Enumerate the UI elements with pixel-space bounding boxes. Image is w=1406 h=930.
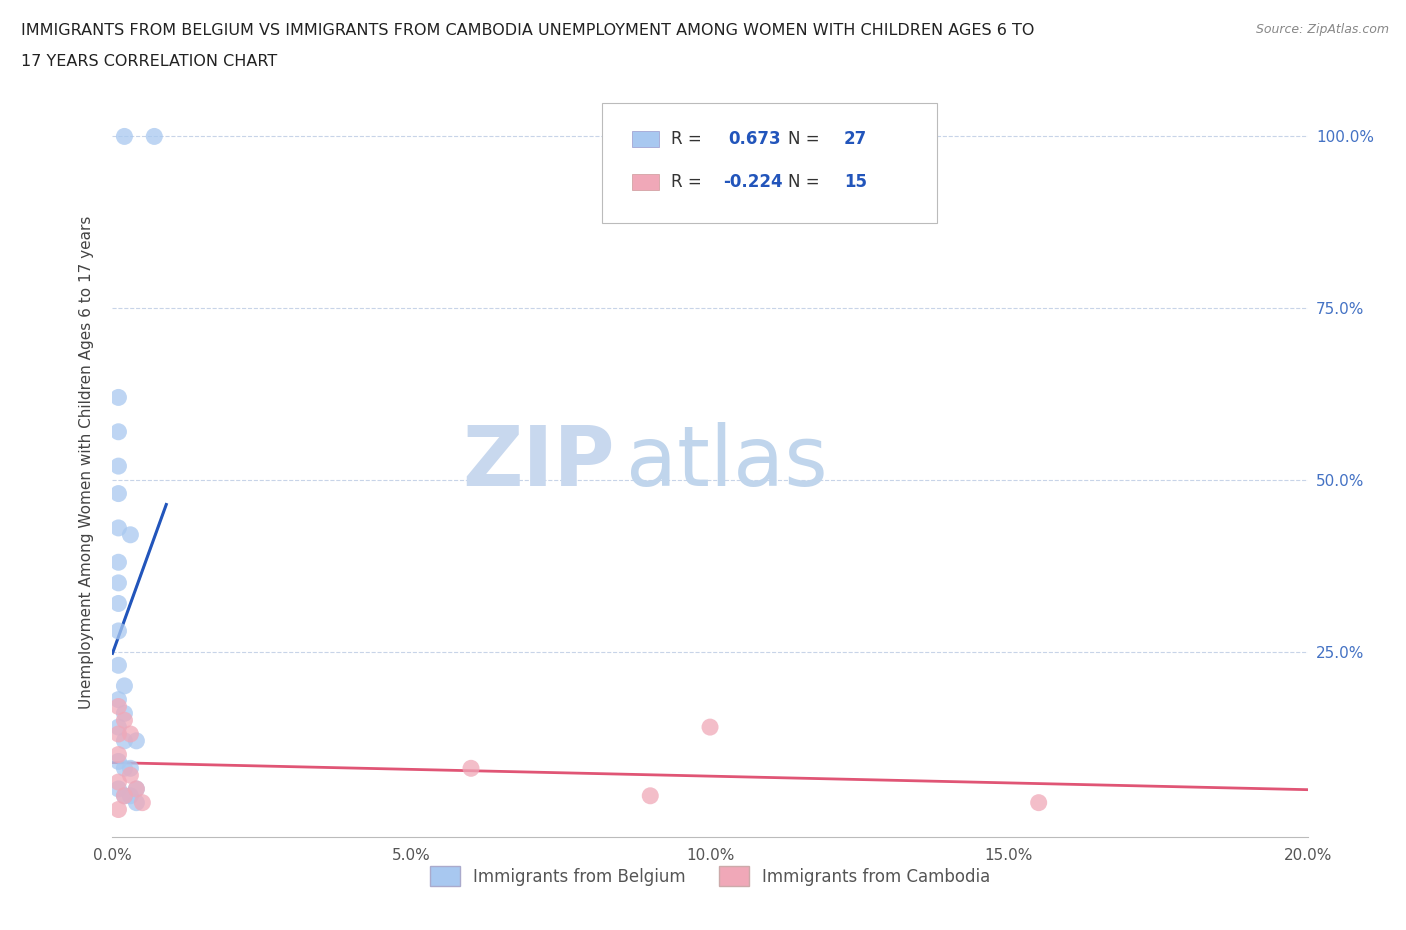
Text: R =: R = bbox=[671, 130, 702, 148]
Point bbox=[107, 521, 129, 536]
Point bbox=[107, 775, 129, 790]
Text: Source: ZipAtlas.com: Source: ZipAtlas.com bbox=[1256, 23, 1389, 36]
Point bbox=[125, 795, 148, 810]
Point bbox=[143, 129, 166, 144]
Text: N =: N = bbox=[787, 130, 820, 148]
Point bbox=[114, 734, 135, 749]
Point bbox=[107, 458, 129, 473]
Point bbox=[120, 726, 142, 741]
Point bbox=[107, 390, 129, 405]
Point bbox=[107, 623, 129, 638]
Point bbox=[107, 720, 129, 735]
Text: IMMIGRANTS FROM BELGIUM VS IMMIGRANTS FROM CAMBODIA UNEMPLOYMENT AMONG WOMEN WIT: IMMIGRANTS FROM BELGIUM VS IMMIGRANTS FR… bbox=[21, 23, 1035, 38]
Point bbox=[120, 768, 142, 783]
Point bbox=[114, 706, 135, 721]
Bar bbox=[633, 174, 658, 190]
Text: 0.673: 0.673 bbox=[728, 130, 780, 148]
Text: atlas: atlas bbox=[627, 422, 828, 503]
Point bbox=[699, 720, 721, 735]
Point bbox=[114, 789, 135, 804]
Point bbox=[125, 781, 148, 796]
Text: R =: R = bbox=[671, 173, 702, 191]
Point bbox=[107, 726, 129, 741]
Point bbox=[120, 761, 142, 776]
Point bbox=[107, 576, 129, 591]
Point bbox=[1028, 795, 1050, 810]
Text: 17 YEARS CORRELATION CHART: 17 YEARS CORRELATION CHART bbox=[21, 54, 277, 69]
Point bbox=[125, 734, 148, 749]
Point bbox=[114, 761, 135, 776]
Point bbox=[107, 658, 129, 672]
Point bbox=[120, 527, 142, 542]
Text: ZIP: ZIP bbox=[463, 422, 614, 503]
Y-axis label: Unemployment Among Women with Children Ages 6 to 17 years: Unemployment Among Women with Children A… bbox=[79, 216, 94, 710]
FancyBboxPatch shape bbox=[603, 103, 938, 223]
Text: N =: N = bbox=[787, 173, 820, 191]
Text: 27: 27 bbox=[844, 130, 868, 148]
Point bbox=[107, 802, 129, 817]
Point bbox=[107, 692, 129, 707]
Point bbox=[120, 789, 142, 804]
Point bbox=[131, 795, 153, 810]
Text: 15: 15 bbox=[844, 173, 868, 191]
Point bbox=[107, 781, 129, 796]
Point bbox=[125, 781, 148, 796]
Point bbox=[107, 424, 129, 439]
Legend: Immigrants from Belgium, Immigrants from Cambodia: Immigrants from Belgium, Immigrants from… bbox=[423, 859, 997, 892]
Point bbox=[107, 555, 129, 570]
Point bbox=[107, 754, 129, 769]
Point bbox=[114, 712, 135, 727]
Point bbox=[114, 679, 135, 694]
Point bbox=[107, 747, 129, 762]
Point bbox=[114, 129, 135, 144]
Point bbox=[107, 486, 129, 501]
Point bbox=[107, 596, 129, 611]
Point bbox=[640, 789, 662, 804]
Bar bbox=[633, 131, 658, 148]
Text: -0.224: -0.224 bbox=[723, 173, 783, 191]
Point bbox=[460, 761, 482, 776]
Point bbox=[114, 789, 135, 804]
Point bbox=[107, 699, 129, 714]
